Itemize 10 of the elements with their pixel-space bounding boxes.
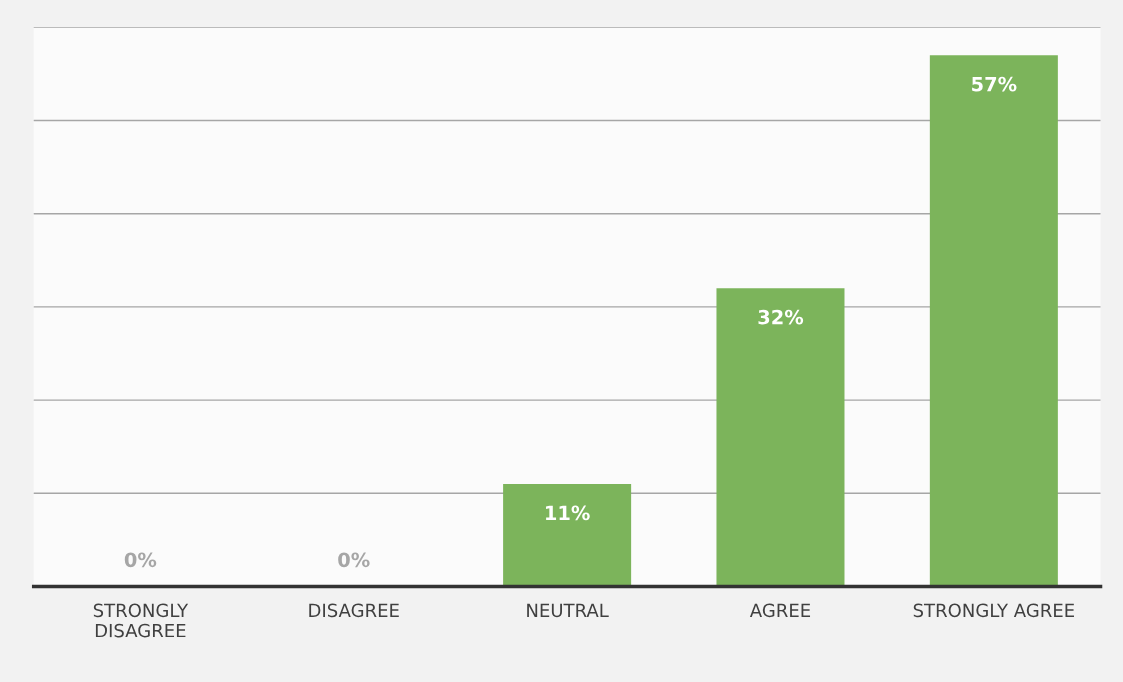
data-label: 0% [124, 552, 157, 568]
x-tick-label: AGREE [749, 603, 811, 618]
data-label: 11% [546, 505, 590, 521]
x-tick-label: DISAGREE [309, 603, 399, 618]
data-label: 32% [758, 309, 804, 325]
x-tick-label: STRONGLY AGREE [913, 603, 1074, 618]
x-tick-label: NEUTRAL [527, 603, 609, 618]
data-label: 0% [338, 552, 370, 568]
x-tick-label: STRONGLY DISAGREE [93, 603, 189, 638]
data-label: 57% [972, 76, 1017, 92]
